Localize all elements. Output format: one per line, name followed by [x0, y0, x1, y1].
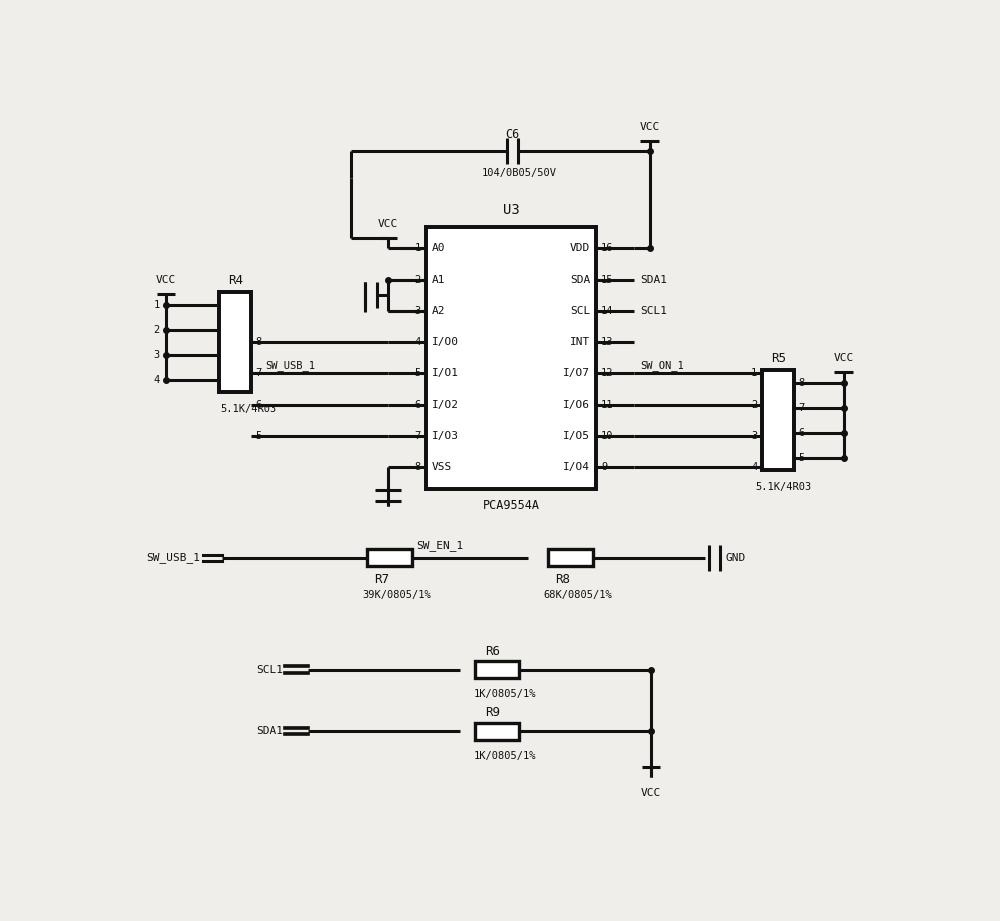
Bar	[219, 292, 251, 392]
Text: 2: 2	[154, 325, 160, 334]
Text: GND: GND	[725, 553, 745, 563]
Text: 39K/0805/1%: 39K/0805/1%	[362, 589, 431, 600]
Text: I/O1: I/O1	[432, 368, 459, 379]
Text: 1: 1	[415, 243, 421, 253]
Text: 7: 7	[798, 402, 804, 413]
Text: SW_USB_1: SW_USB_1	[147, 553, 201, 564]
Text: 8: 8	[798, 378, 804, 388]
Text: 11: 11	[601, 400, 614, 410]
Text: SW_USB_1: SW_USB_1	[265, 360, 315, 371]
Text: A0: A0	[432, 243, 445, 253]
Text: SW_EN_1: SW_EN_1	[416, 540, 464, 551]
Text: PCA9554A: PCA9554A	[482, 499, 539, 512]
Text: VCC: VCC	[833, 353, 854, 363]
Text: 1: 1	[154, 299, 160, 309]
Text: A2: A2	[432, 306, 445, 316]
Text: 10: 10	[601, 431, 614, 441]
Text: VCC: VCC	[156, 275, 176, 286]
Text: 7: 7	[255, 368, 262, 379]
Text: 9: 9	[601, 462, 607, 472]
Text: SDA1: SDA1	[640, 274, 667, 285]
Text: 4: 4	[751, 462, 757, 472]
Text: 3: 3	[154, 350, 160, 360]
Text: I/O3: I/O3	[432, 431, 459, 441]
Bar	[475, 661, 519, 678]
Text: 1K/0805/1%: 1K/0805/1%	[474, 751, 536, 761]
Text: 5.1K/4R03: 5.1K/4R03	[220, 404, 276, 414]
Text: SCL1: SCL1	[640, 306, 667, 316]
Text: 12: 12	[601, 368, 614, 379]
Text: 4: 4	[154, 375, 160, 385]
Text: SCL: SCL	[570, 306, 590, 316]
Text: INT: INT	[570, 337, 590, 347]
Text: 5: 5	[798, 453, 804, 462]
Text: R8: R8	[555, 573, 570, 586]
Text: I/O5: I/O5	[563, 431, 590, 441]
Text: 8: 8	[255, 337, 262, 347]
Text: R7: R7	[374, 573, 389, 586]
Text: A1: A1	[432, 274, 445, 285]
Text: C6: C6	[505, 128, 520, 141]
Text: 6: 6	[255, 400, 262, 410]
Text: R4: R4	[228, 274, 243, 287]
Text: SCL1: SCL1	[256, 665, 283, 674]
Text: 1K/0805/1%: 1K/0805/1%	[474, 689, 536, 699]
Text: VSS: VSS	[432, 462, 452, 472]
Text: R9: R9	[486, 706, 501, 719]
Text: 104/0B05/50V: 104/0B05/50V	[482, 168, 557, 178]
Text: SDA1: SDA1	[256, 726, 283, 736]
Text: 2: 2	[751, 400, 757, 410]
Text: SDA: SDA	[570, 274, 590, 285]
Text: 3: 3	[751, 431, 757, 441]
Bar	[367, 550, 412, 566]
Text: 7: 7	[415, 431, 421, 441]
Text: I/O4: I/O4	[563, 462, 590, 472]
Text: I/O2: I/O2	[432, 400, 459, 410]
Text: I/O7: I/O7	[563, 368, 590, 379]
Text: 2: 2	[415, 274, 421, 285]
Text: 68K/0805/1%: 68K/0805/1%	[543, 589, 612, 600]
Text: 6: 6	[415, 400, 421, 410]
Text: 16: 16	[601, 243, 614, 253]
Text: 14: 14	[601, 306, 614, 316]
Text: VCC: VCC	[639, 122, 660, 132]
Text: I/O0: I/O0	[432, 337, 459, 347]
Bar	[475, 723, 519, 740]
Text: U3: U3	[503, 203, 519, 216]
Text: 13: 13	[601, 337, 614, 347]
Text: VDD: VDD	[570, 243, 590, 253]
Text: 4: 4	[415, 337, 421, 347]
Text: SW_ON_1: SW_ON_1	[640, 360, 684, 371]
Text: 1: 1	[751, 368, 757, 379]
Text: I/O6: I/O6	[563, 400, 590, 410]
Text: 6: 6	[798, 427, 804, 437]
Text: 5: 5	[255, 431, 262, 441]
Bar	[762, 370, 794, 471]
Text: VCC: VCC	[378, 218, 398, 228]
Text: 5: 5	[415, 368, 421, 379]
Text: R5: R5	[771, 352, 786, 365]
Text: 5.1K/4R03: 5.1K/4R03	[755, 483, 811, 492]
Bar	[426, 227, 596, 488]
Text: VCC: VCC	[641, 787, 661, 798]
Text: 8: 8	[415, 462, 421, 472]
Bar	[548, 550, 593, 566]
Text: 15: 15	[601, 274, 614, 285]
Text: 3: 3	[415, 306, 421, 316]
Text: R6: R6	[486, 645, 501, 658]
